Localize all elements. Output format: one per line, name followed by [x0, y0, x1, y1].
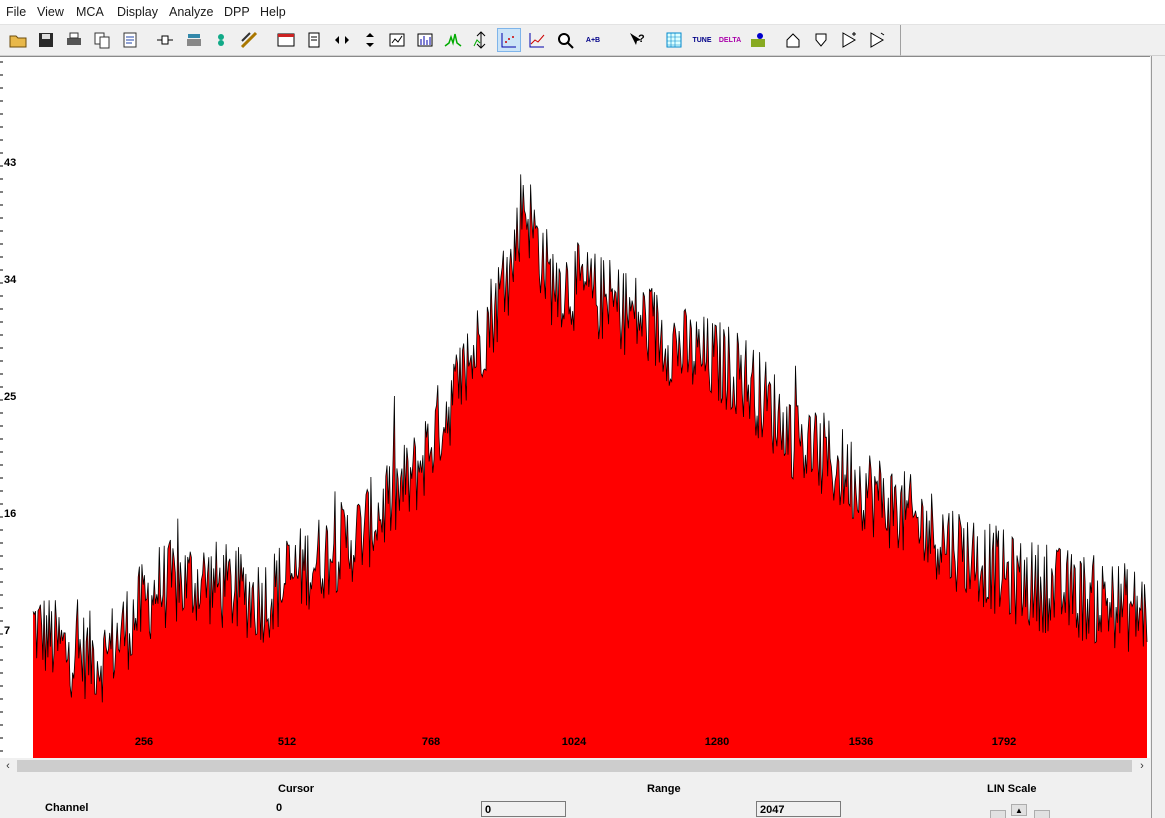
calibrate-icon[interactable] — [209, 28, 233, 52]
roi-icon[interactable] — [237, 28, 261, 52]
home-icon[interactable] — [781, 28, 805, 52]
tune-fast-icon[interactable]: TUNE — [690, 28, 714, 52]
range-end-field[interactable]: 2047 — [756, 801, 841, 817]
report-icon[interactable] — [118, 28, 142, 52]
scale-mode-label[interactable]: LIN Scale — [987, 783, 1037, 795]
x-tick-label: 768 — [421, 736, 441, 748]
channel-label: Channel — [45, 802, 89, 814]
spectrum-area — [33, 174, 1147, 759]
spectrum-outline — [32, 174, 1148, 703]
x-tick-label: 1024 — [561, 736, 587, 748]
spectrum-window-icon[interactable] — [274, 28, 298, 52]
toolbar: A+B? TUNE DELTA — [0, 25, 901, 56]
scroll-left-icon[interactable]: ‹ — [6, 760, 10, 772]
open-icon[interactable] — [6, 28, 30, 52]
scale-left-icon[interactable] — [990, 810, 1006, 818]
add-spectra-icon[interactable]: A+B — [581, 28, 605, 52]
delta-icon[interactable]: DELTA — [718, 28, 742, 52]
channel-value: 0 — [276, 802, 283, 814]
autoscale-icon[interactable] — [469, 28, 493, 52]
menu-help[interactable]: Help — [260, 5, 286, 19]
side-panel-edge — [1151, 56, 1165, 818]
play-plus-icon[interactable] — [837, 28, 861, 52]
y-tick-label: 34 — [4, 274, 17, 286]
y-tick-label: 7 — [4, 625, 11, 637]
zoom-icon[interactable] — [553, 28, 577, 52]
notes-icon[interactable] — [302, 28, 326, 52]
y-tick-label: 25 — [4, 391, 17, 403]
spectrum-chart[interactable] — [0, 57, 1150, 759]
y-tick-label: 43 — [4, 157, 17, 169]
expand-vertical-icon[interactable] — [358, 28, 382, 52]
acquire-icon[interactable] — [153, 28, 177, 52]
help-icon[interactable]: ? — [625, 28, 649, 52]
peak-icon[interactable] — [441, 28, 465, 52]
menu-file[interactable]: File — [6, 5, 27, 19]
svg-text:?: ? — [638, 33, 645, 45]
menu-display[interactable]: Display — [117, 5, 158, 19]
save-icon[interactable] — [34, 28, 58, 52]
menu-dpp[interactable]: DPP — [224, 5, 250, 19]
expand-horizontal-icon[interactable] — [330, 28, 354, 52]
status-panel: Cursor Range LIN Scale Channel 0 0 2047 … — [0, 775, 1150, 818]
x-tick-label: 256 — [134, 736, 154, 748]
scroll-right-icon[interactable]: › — [1140, 760, 1144, 772]
menu-mca[interactable]: MCA — [76, 5, 104, 19]
scale-up-icon[interactable]: ▲ — [1011, 804, 1027, 816]
y-tick-label: 16 — [4, 508, 17, 520]
play-icon[interactable] — [865, 28, 889, 52]
x-tick-label: 512 — [277, 736, 297, 748]
toolbar-empty-area — [901, 25, 1165, 56]
grid-icon[interactable] — [662, 28, 686, 52]
scrollbar-thumb[interactable] — [17, 760, 1132, 772]
horizontal-scrollbar[interactable]: ‹ › — [0, 758, 1150, 774]
bar-chart-icon[interactable] — [413, 28, 437, 52]
menu-bar: File View MCA Display Analyze DPP Help — [0, 0, 1165, 25]
menu-analyze[interactable]: Analyze — [169, 5, 214, 19]
preset-icon[interactable] — [182, 28, 206, 52]
scale-right-icon[interactable] — [1034, 810, 1050, 818]
spectrum-plot[interactable]: 43 34 25 16 7 256 512 768 1024 1280 1536… — [0, 56, 1150, 760]
copy-icon[interactable] — [90, 28, 114, 52]
x-tick-label: 1792 — [991, 736, 1017, 748]
x-tick-label: 1280 — [704, 736, 730, 748]
range-heading: Range — [647, 783, 681, 795]
shield-icon[interactable] — [809, 28, 833, 52]
print-icon[interactable] — [62, 28, 86, 52]
cursor-heading: Cursor — [278, 783, 315, 795]
delta-icon-text: DELTA — [718, 36, 742, 44]
range-start-field[interactable]: 0 — [481, 801, 566, 817]
info-icon[interactable] — [746, 28, 770, 52]
tune-fast-icon-text: TUNE — [692, 36, 712, 44]
x-tick-label: 1536 — [848, 736, 874, 748]
line-plot-icon[interactable] — [525, 28, 549, 52]
scatter-plot-icon[interactable] — [497, 28, 521, 52]
add-spectra-icon-text: A+B — [585, 36, 601, 44]
zoom-window-icon[interactable] — [385, 28, 409, 52]
menu-view[interactable]: View — [37, 5, 64, 19]
